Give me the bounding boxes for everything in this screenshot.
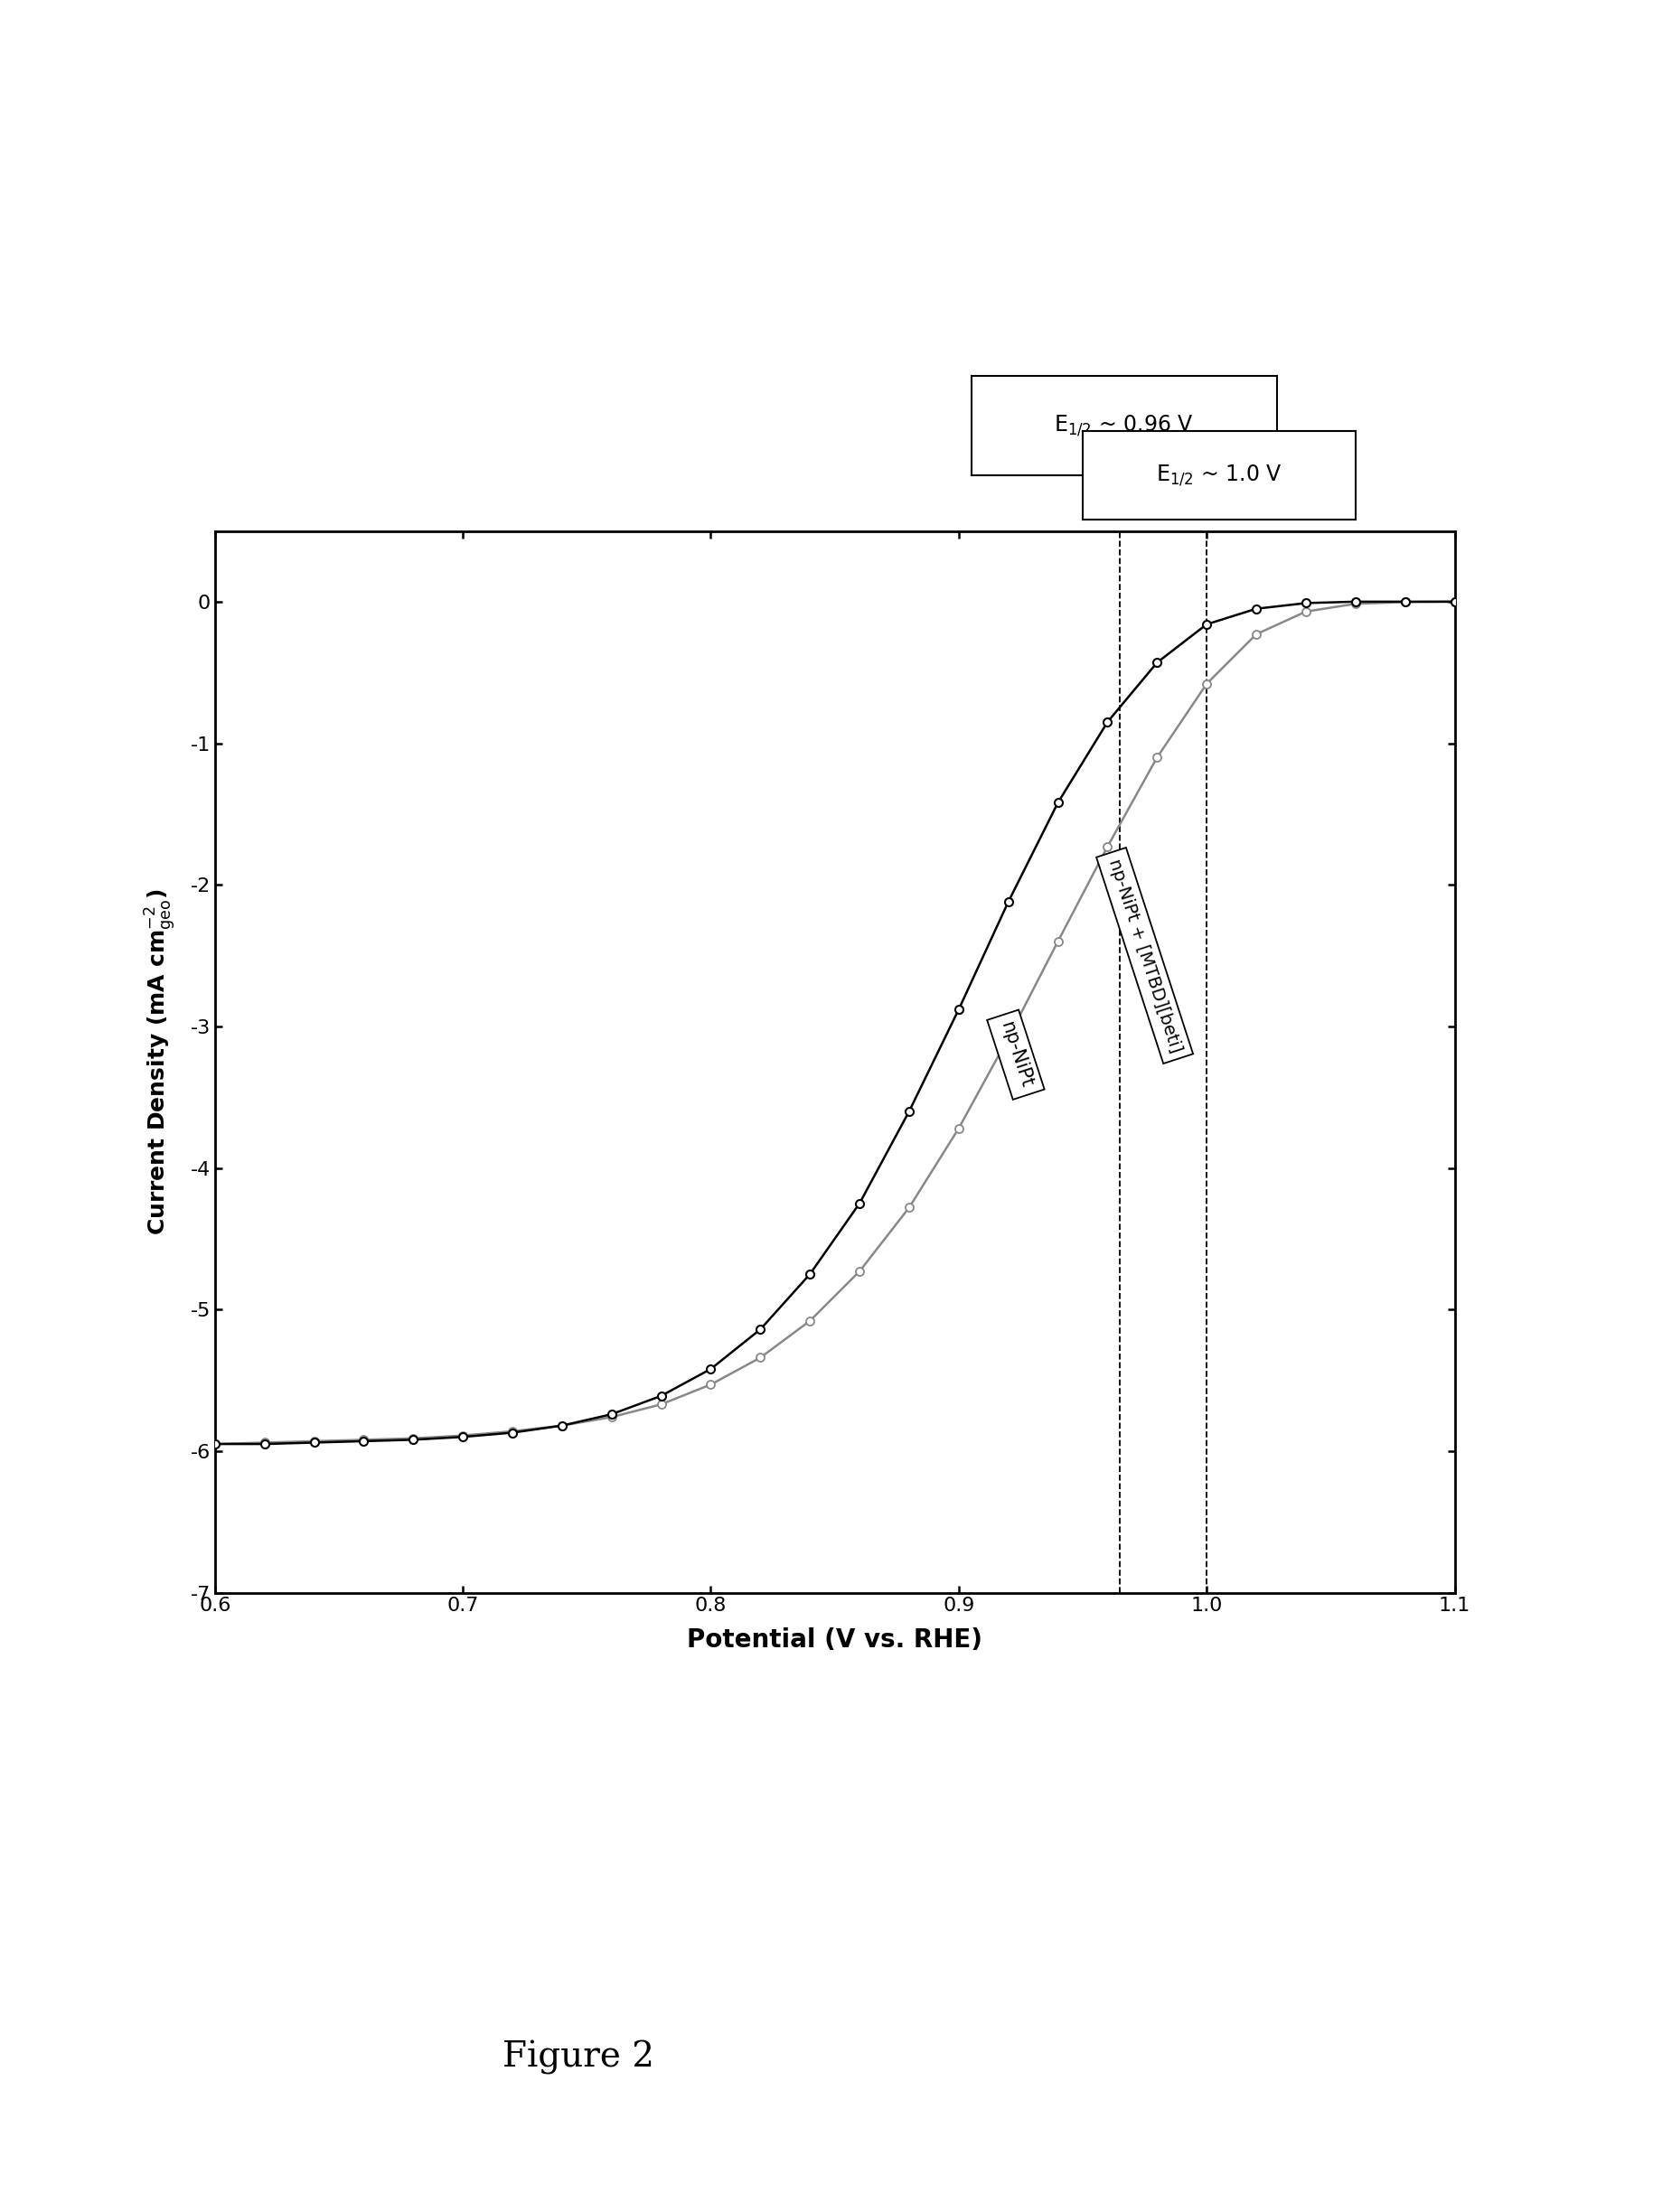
Text: Figure 2: Figure 2 — [503, 2039, 655, 2075]
Text: E$_{1/2}$ ~ 0.96 V: E$_{1/2}$ ~ 0.96 V — [1055, 414, 1193, 438]
Text: E$_{1/2}$ ~ 1.0 V: E$_{1/2}$ ~ 1.0 V — [1155, 462, 1283, 489]
Text: np-NiPt + [MTBD][beti]: np-NiPt + [MTBD][beti] — [1106, 856, 1184, 1055]
Text: np-NiPt: np-NiPt — [997, 1020, 1035, 1091]
X-axis label: Potential (V vs. RHE): Potential (V vs. RHE) — [688, 1628, 982, 1652]
Y-axis label: Current Density (mA cm$^{-2}_{\rm geo}$): Current Density (mA cm$^{-2}_{\rm geo}$) — [142, 889, 179, 1234]
